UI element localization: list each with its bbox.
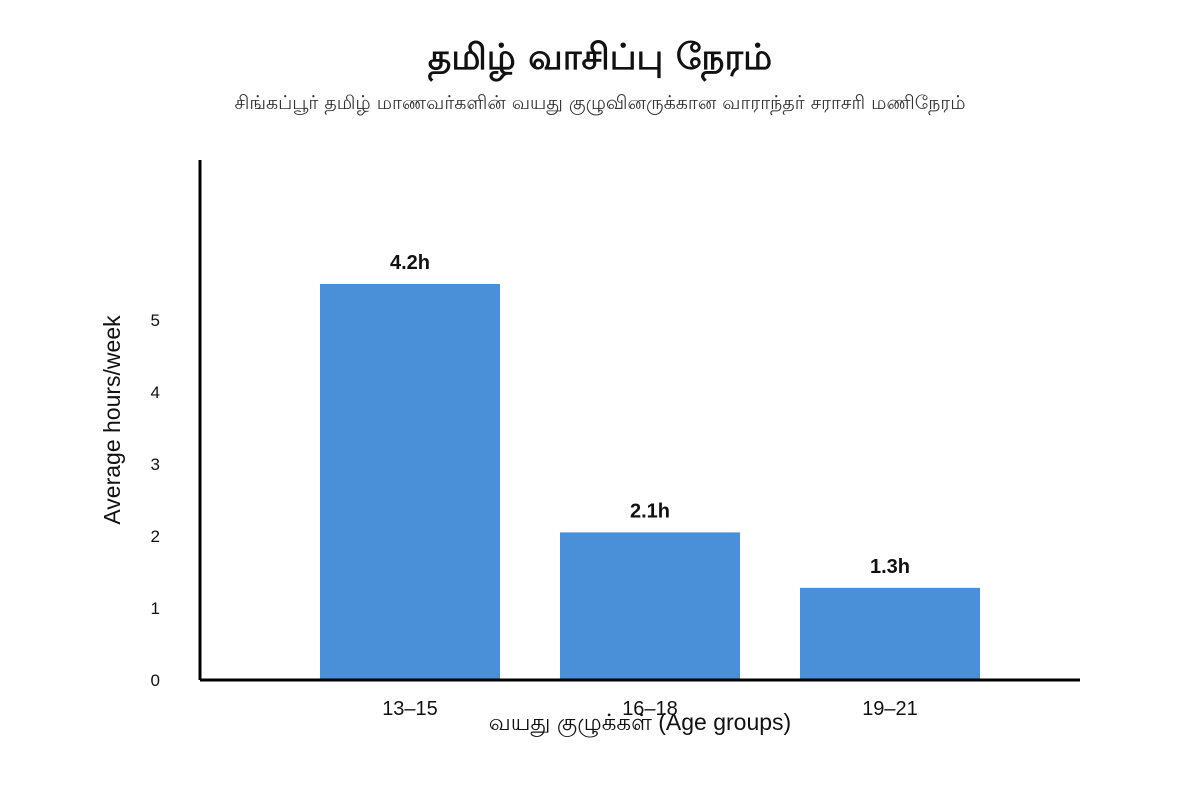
chart-title: தமிழ் வாசிப்பு நேரம் <box>427 37 773 78</box>
y-ticks-layer: 0 1 2 3 4 5 <box>151 311 160 690</box>
y-tick-label-5: 5 <box>151 311 160 330</box>
bar-3 <box>800 587 980 680</box>
data-label-1: 4.2h <box>390 252 430 274</box>
x-tick-label-3: 19–21 <box>862 698 918 720</box>
x-tick-label-2: 16–18 <box>622 698 678 720</box>
y-tick-label-1: 1 <box>151 599 160 618</box>
x-ticks-layer: 13–15 16–18 19–21 <box>382 698 918 720</box>
bar-1 <box>320 284 500 680</box>
chart-subtitle: சிங்கப்பூர் தமிழ் மாணவர்களின் வயது குழுவ… <box>234 92 966 114</box>
y-tick-label-4: 4 <box>151 383 160 402</box>
data-label-3: 1.3h <box>870 556 910 578</box>
y-tick-label-3: 3 <box>151 455 160 474</box>
bar-2 <box>560 532 740 680</box>
data-labels-layer: 4.2h 2.1h 1.3h <box>390 252 910 578</box>
y-axis-label: Average hours/week <box>99 315 125 525</box>
data-label-2: 2.1h <box>630 500 670 522</box>
y-tick-label-2: 2 <box>151 527 160 546</box>
x-tick-label-1: 13–15 <box>382 698 438 720</box>
bars-layer <box>320 284 980 680</box>
x-axis-label: வயது குழுக்கள் (Age groups) <box>489 709 791 737</box>
y-tick-label-0: 0 <box>151 671 160 690</box>
